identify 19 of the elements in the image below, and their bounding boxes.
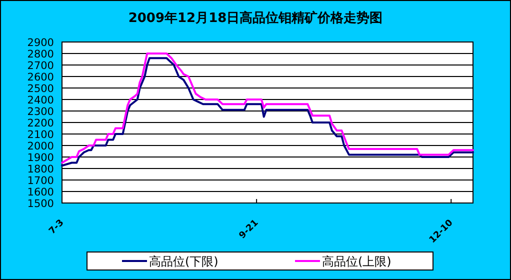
y-tick-label: 2900 xyxy=(27,37,54,49)
y-tick-label: 1800 xyxy=(27,164,54,176)
x-tick-label: 7-3 xyxy=(48,218,66,237)
y-tick-label: 2700 xyxy=(27,60,54,72)
y-tick-label: 1700 xyxy=(27,175,54,187)
y-tick-label: 2600 xyxy=(27,72,54,84)
y-tick-label: 1600 xyxy=(27,186,54,198)
y-tick-label: 2000 xyxy=(27,140,54,152)
chart-title: 2009年12月18日高品位钼精矿价格走势图 xyxy=(128,10,383,26)
y-tick-label: 1500 xyxy=(27,198,54,210)
y-tick-label: 2200 xyxy=(27,118,54,130)
y-tick-label: 2800 xyxy=(27,48,54,60)
y-tick-label: 2300 xyxy=(27,106,54,118)
legend-label: 高品位(下限) xyxy=(149,254,218,268)
y-tick-label: 2100 xyxy=(27,129,54,141)
y-tick-label: 2500 xyxy=(27,83,54,95)
y-tick-label: 1900 xyxy=(27,152,54,164)
legend-label: 高品位(上限) xyxy=(322,254,392,268)
y-tick-label: 2400 xyxy=(27,94,54,106)
